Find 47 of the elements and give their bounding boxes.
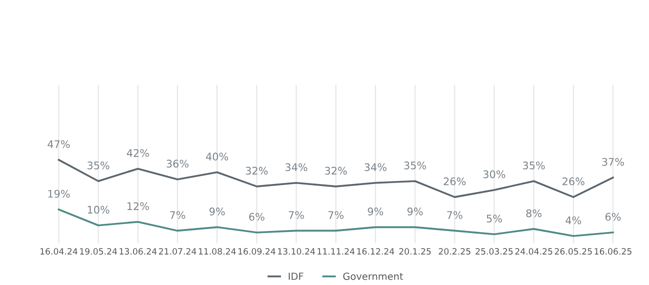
data-label: 34%: [285, 163, 308, 172]
data-label: 40%: [206, 152, 228, 161]
data-label: 35%: [88, 161, 110, 170]
data-label: 6%: [605, 212, 621, 221]
data-label: 30%: [483, 170, 506, 178]
x-tick-label: 11.08.24: [198, 248, 236, 255]
data-label: 35%: [523, 161, 545, 170]
data-label: 9%: [407, 208, 423, 216]
data-label: 5%: [486, 214, 502, 223]
data-label: 12%: [127, 202, 149, 210]
x-tick-label: 16.12.24: [357, 248, 394, 255]
data-label: 37%: [602, 158, 624, 166]
x-tick-label: 24.04.25: [515, 248, 552, 255]
data-label: 7%: [170, 211, 186, 219]
x-tick-label: 11.11.24: [318, 248, 355, 255]
data-label: 26%: [444, 177, 466, 186]
data-label: 6%: [249, 212, 264, 221]
data-label: 8%: [526, 209, 542, 218]
data-label: 32%: [246, 166, 268, 175]
data-label: 9%: [209, 208, 225, 216]
x-tick-label: 16.06.25: [594, 248, 632, 255]
data-label: 4%: [566, 216, 582, 224]
x-tick-label: 13.10.24: [278, 248, 315, 255]
x-tick-label: 13.06.24: [120, 248, 157, 255]
data-label: 32%: [325, 166, 347, 175]
data-label: 7%: [328, 211, 344, 219]
legend-label: IDF: [288, 272, 304, 280]
data-label: 35%: [404, 161, 426, 170]
legend-label: Government: [343, 272, 404, 280]
data-label: 42%: [126, 149, 149, 157]
x-tick-label: 16.09.24: [238, 248, 276, 255]
x-tick-label: 21.07.24: [158, 248, 196, 255]
data-label: 36%: [166, 160, 189, 168]
data-label: 19%: [48, 190, 70, 198]
data-label: 7%: [447, 211, 462, 219]
x-tick-label: 16.04.24: [40, 248, 78, 255]
x-tick-label: 25.03.25: [476, 248, 513, 255]
data-label: 34%: [364, 163, 386, 172]
data-label: 9%: [368, 208, 384, 216]
x-tick-label: 26.05.25: [554, 248, 592, 255]
data-label: 10%: [88, 206, 110, 214]
x-tick-label: 20.2.25: [438, 248, 470, 255]
data-label: 26%: [562, 177, 584, 186]
data-label: 7%: [288, 211, 304, 219]
data-label: 47%: [48, 140, 70, 148]
x-tick-label: 19.05.24: [80, 248, 118, 255]
x-tick-label: 20.1.25: [399, 248, 431, 255]
